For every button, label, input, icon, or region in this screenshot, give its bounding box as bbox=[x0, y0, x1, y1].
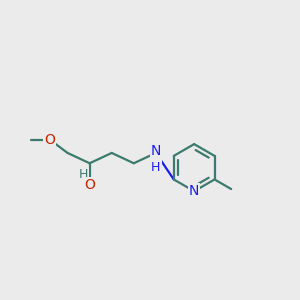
Text: H: H bbox=[151, 160, 160, 174]
Text: N: N bbox=[151, 145, 161, 158]
Text: O: O bbox=[84, 178, 95, 192]
Text: N: N bbox=[189, 184, 200, 198]
Text: H: H bbox=[79, 168, 88, 181]
Text: O: O bbox=[44, 133, 55, 147]
